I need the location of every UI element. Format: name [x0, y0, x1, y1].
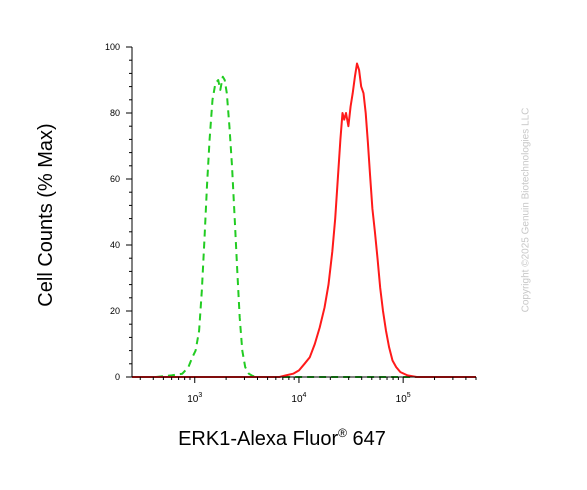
series-layer	[132, 62, 476, 378]
y-tick-label: 60	[110, 174, 120, 184]
y-axis-title: Cell Counts (% Max)	[35, 123, 57, 306]
y-tick-label: 80	[110, 108, 120, 118]
watermark-text: Copyright ©2025 Genuin Biotechnologies L…	[520, 107, 532, 313]
y-tick-label: 40	[110, 240, 120, 250]
y-axis-ticks: 0 20 40 60 80 100	[105, 42, 132, 382]
x-axis-title-main: ERK1-Alexa Fluor	[178, 428, 338, 450]
x-axis-title-suffix: 647	[347, 428, 386, 450]
x-tick-label: 104	[291, 392, 306, 405]
y-tick-label: 20	[110, 306, 120, 316]
y-tick-label: 0	[115, 372, 120, 382]
x-tick-label: 105	[396, 392, 411, 405]
x-axis-title-superscript: ®	[338, 426, 347, 440]
x-tick-label: 103	[187, 392, 202, 405]
y-tick-label: 100	[105, 42, 120, 52]
x-axis-ticks: 103 104 105	[139, 377, 477, 405]
erk1-stained-histogram	[132, 62, 476, 378]
plot-area: 0 20 40 60 80 100 103 104 105	[105, 42, 477, 405]
isotype-control-histogram	[132, 75, 476, 378]
x-axis-title: ERK1-Alexa Fluor® 647	[178, 426, 386, 450]
